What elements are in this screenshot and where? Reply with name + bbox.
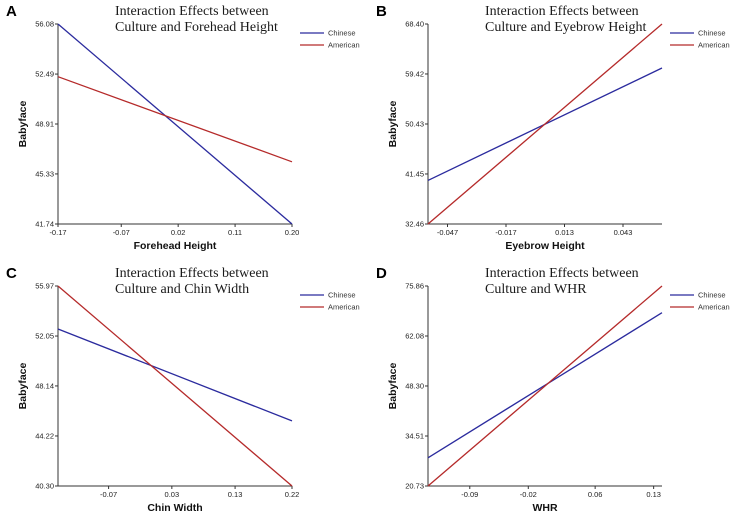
x-tick-label: 0.11 — [228, 228, 242, 237]
chart-panel-b: B Interaction Effects between Culture and … — [370, 0, 737, 262]
y-tick-label: 68.40 — [405, 20, 424, 29]
y-tick-label: 40.30 — [35, 482, 54, 491]
chart-panel-c: C Interaction Effects between Culture and … — [0, 262, 367, 524]
y-axis-label: Babyface — [387, 363, 399, 410]
legend-label-chinese: Chinese — [698, 291, 726, 300]
y-tick-label: 48.30 — [405, 381, 424, 390]
chart-title-line: Culture and Eyebrow Height — [485, 20, 646, 35]
chart-title-line: Interaction Effects between — [115, 266, 269, 281]
legend-label-american: American — [328, 303, 360, 312]
x-tick-label: -0.17 — [49, 228, 66, 237]
chart-panel-d: D Interaction Effects between Culture and … — [370, 262, 737, 524]
panel-label: C — [6, 265, 17, 282]
y-tick-label: 55.97 — [35, 282, 54, 291]
chart-title-line: Culture and Chin Width — [115, 282, 249, 297]
chart-title-line: Culture and Forehead Height — [115, 20, 278, 35]
legend-label-chinese: Chinese — [328, 291, 356, 300]
series-line-american — [427, 285, 663, 487]
x-tick-label: 0.20 — [285, 228, 300, 237]
legend-label-chinese: Chinese — [328, 29, 356, 38]
y-tick-label: 48.91 — [35, 120, 54, 129]
chart-title-line: Interaction Effects between — [485, 4, 639, 19]
y-axis-label: Babyface — [387, 101, 399, 148]
series-line-american — [57, 76, 293, 163]
y-tick-label: 41.74 — [35, 220, 54, 229]
y-tick-label: 52.49 — [35, 70, 54, 79]
panel-label: D — [376, 265, 387, 282]
x-tick-label: 0.03 — [165, 490, 180, 499]
x-axis-label: Forehead Height — [134, 240, 217, 252]
x-tick-label: -0.047 — [437, 228, 458, 237]
chart-panel-a: A Interaction Effects between Culture and … — [0, 0, 367, 262]
x-axis-label: Eyebrow Height — [505, 240, 585, 252]
x-tick-label: 0.02 — [171, 228, 186, 237]
panel-label: A — [6, 3, 17, 20]
x-tick-label: 0.06 — [588, 490, 603, 499]
y-tick-label: 50.43 — [405, 120, 424, 129]
x-tick-label: -0.02 — [520, 490, 537, 499]
x-tick-label: 0.22 — [285, 490, 300, 499]
y-tick-label: 75.86 — [405, 282, 424, 291]
y-axis-label: Babyface — [17, 363, 29, 410]
y-tick-label: 45.33 — [35, 169, 54, 178]
y-tick-label: 56.08 — [35, 20, 54, 29]
legend-label-chinese: Chinese — [698, 29, 726, 38]
x-tick-label: 0.13 — [646, 490, 661, 499]
y-tick-label: 41.45 — [405, 169, 424, 178]
series-line-chinese — [57, 328, 293, 422]
x-tick-label: -0.07 — [100, 490, 117, 499]
y-tick-label: 62.08 — [405, 331, 424, 340]
x-tick-label: -0.07 — [113, 228, 130, 237]
legend-label-american: American — [698, 303, 730, 312]
x-tick-label: -0.017 — [495, 228, 516, 237]
x-axis-label: Chin Width — [147, 502, 202, 514]
y-tick-label: 44.22 — [35, 431, 54, 440]
x-tick-label: 0.13 — [228, 490, 243, 499]
series-line-american — [57, 285, 293, 487]
chart-title-line: Culture and WHR — [485, 282, 587, 297]
y-tick-label: 59.42 — [405, 69, 424, 78]
x-tick-label: 0.013 — [555, 228, 574, 237]
legend-label-american: American — [698, 41, 730, 50]
series-line-american — [427, 23, 663, 225]
chart-title-line: Interaction Effects between — [115, 4, 269, 19]
y-axis-label: Babyface — [17, 101, 29, 148]
y-tick-label: 34.51 — [405, 432, 424, 441]
legend-label-american: American — [328, 41, 360, 50]
x-axis-label: WHR — [532, 502, 557, 514]
series-line-chinese — [57, 23, 293, 225]
panel-label: B — [376, 3, 387, 20]
y-tick-label: 52.05 — [35, 332, 54, 341]
x-tick-label: -0.09 — [461, 490, 478, 499]
y-tick-label: 48.14 — [35, 381, 54, 390]
y-tick-label: 32.46 — [405, 220, 424, 229]
y-tick-label: 20.73 — [405, 482, 424, 491]
x-tick-label: 0.043 — [614, 228, 633, 237]
chart-title-line: Interaction Effects between — [485, 266, 639, 281]
